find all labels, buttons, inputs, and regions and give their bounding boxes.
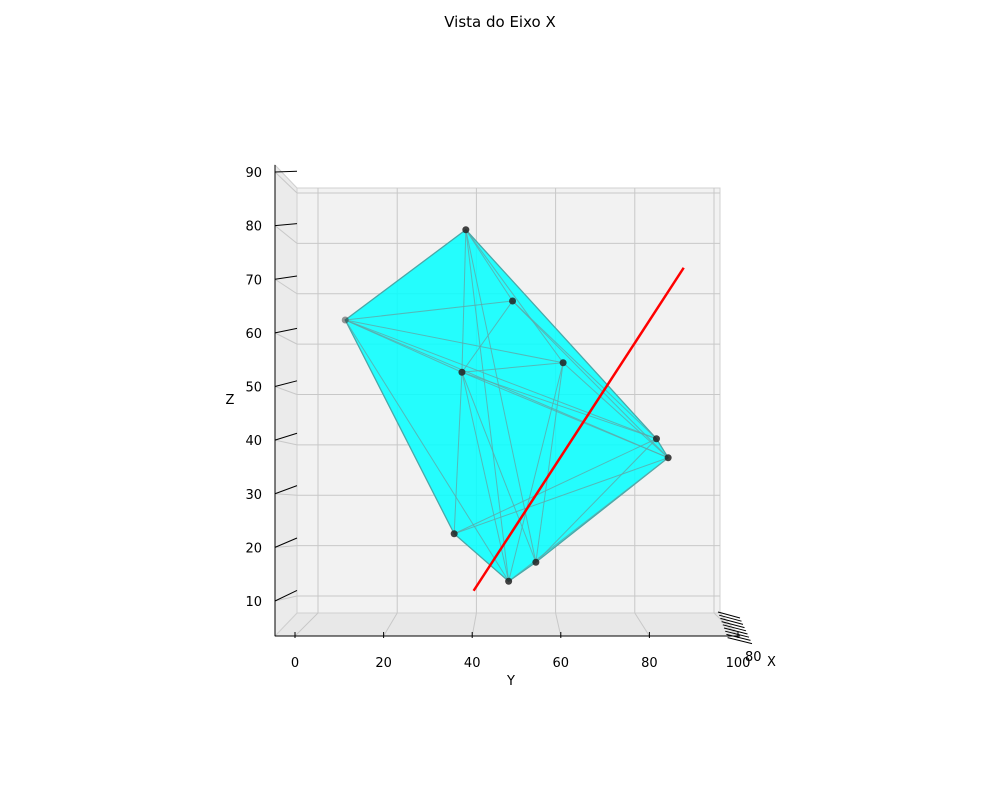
grid-side	[274, 595, 298, 602]
y-tick-label: 100	[726, 656, 751, 671]
y-tick-label: 40	[464, 656, 481, 671]
x-tick-mark	[723, 627, 748, 635]
data-point	[664, 454, 672, 462]
x-axis-label: X	[767, 655, 776, 670]
x-tick-label: 80	[745, 650, 762, 665]
y-tick-label: 0	[291, 656, 299, 671]
hull-edge	[465, 229, 513, 302]
hull-edge	[344, 319, 510, 582]
red-line	[472, 267, 685, 592]
hull-edge	[512, 300, 669, 459]
x-tick-mark	[719, 614, 742, 622]
grid-side	[274, 493, 298, 496]
data-point	[462, 226, 470, 234]
side-pane	[274, 163, 298, 638]
z-axis-label: Z	[226, 393, 235, 408]
z-tick-label: 70	[245, 273, 262, 288]
hull-face	[344, 228, 670, 583]
x-tick-mark	[721, 621, 745, 629]
y-tick-label: 60	[553, 656, 570, 671]
hull-edge	[345, 319, 669, 459]
grid-floor	[555, 612, 562, 637]
hull-edge	[535, 362, 564, 563]
floor-pane	[273, 612, 742, 637]
grid-floor	[294, 612, 319, 637]
y-axis-ticks: 0 20 40 60 80 100	[291, 632, 751, 671]
hull-edge	[345, 319, 564, 364]
grid-side	[274, 439, 298, 446]
chart-title: Vista do Eixo X	[444, 13, 556, 31]
data-point	[341, 316, 349, 324]
x-tick-mark	[725, 630, 750, 638]
hull-edge	[461, 371, 669, 459]
z-tick-label: 20	[245, 541, 262, 556]
data-point	[532, 558, 540, 566]
hull-edge	[461, 372, 510, 582]
z-tick-mark	[274, 223, 298, 227]
x-tick-mark	[722, 624, 747, 632]
data-points	[341, 226, 672, 585]
hull-edge	[465, 229, 564, 364]
red-line-layer	[472, 267, 685, 592]
hull-edge	[461, 362, 564, 373]
z-tick-label: 80	[245, 220, 262, 235]
hull-edge	[345, 300, 513, 321]
grid-floor	[471, 612, 477, 637]
hull-edge	[461, 372, 537, 563]
data-point	[559, 359, 567, 367]
grid-floor	[634, 612, 650, 637]
data-point	[652, 435, 660, 443]
hull-edge	[508, 362, 564, 582]
grid-floor	[383, 612, 398, 637]
z-tick-mark	[274, 589, 298, 602]
data-point	[450, 530, 458, 538]
z-tick-mark	[274, 537, 298, 548]
z-tick-mark	[274, 170, 298, 173]
hull-edge	[465, 229, 537, 563]
z-tick-label: 10	[245, 595, 262, 610]
z-tick-mark	[274, 327, 298, 334]
convex-hull	[344, 228, 670, 583]
grid-side	[274, 545, 298, 548]
z-tick-label: 90	[245, 166, 262, 181]
hull-edge	[535, 438, 657, 563]
hull-edge	[454, 457, 669, 535]
grid-side	[274, 332, 298, 345]
z-tick-mark	[274, 380, 298, 387]
grid-side	[274, 386, 298, 395]
z-tick-mark	[274, 432, 298, 441]
hull-edge	[453, 438, 657, 535]
hull-edge	[465, 229, 510, 582]
x-tick-mark	[726, 633, 751, 641]
z-tick-label: 40	[245, 434, 262, 449]
hull-edge	[461, 371, 657, 440]
hull-edge	[453, 372, 463, 534]
z-axis-ticks: 10 20 30 40 50 60 70 80 90	[245, 166, 298, 610]
x-tick-mark	[717, 611, 741, 619]
data-point	[458, 368, 466, 376]
hull-edge	[461, 300, 513, 373]
hull-edge	[461, 229, 467, 373]
hull-edge	[345, 319, 657, 440]
y-tick-label: 20	[375, 656, 392, 671]
hull-edge	[512, 300, 657, 440]
x-tick-mark	[727, 637, 753, 645]
data-point	[505, 577, 513, 585]
grid-side	[274, 225, 298, 244]
hull-edges	[344, 229, 669, 582]
grid-floor	[713, 612, 739, 637]
z-tick-label: 30	[245, 488, 262, 503]
z-tick-mark	[274, 275, 298, 280]
grid-side	[274, 278, 298, 295]
z-tick-label: 60	[245, 327, 262, 342]
z-tick-label: 50	[245, 381, 262, 396]
x-axis-ticks: 80	[717, 611, 762, 665]
y-tick-label: 80	[641, 656, 658, 671]
z-tick-mark	[274, 485, 298, 495]
grid-side	[274, 171, 298, 194]
x-tick-mark	[720, 617, 744, 625]
data-point	[509, 297, 517, 305]
y-axis-label: Y	[506, 674, 515, 689]
